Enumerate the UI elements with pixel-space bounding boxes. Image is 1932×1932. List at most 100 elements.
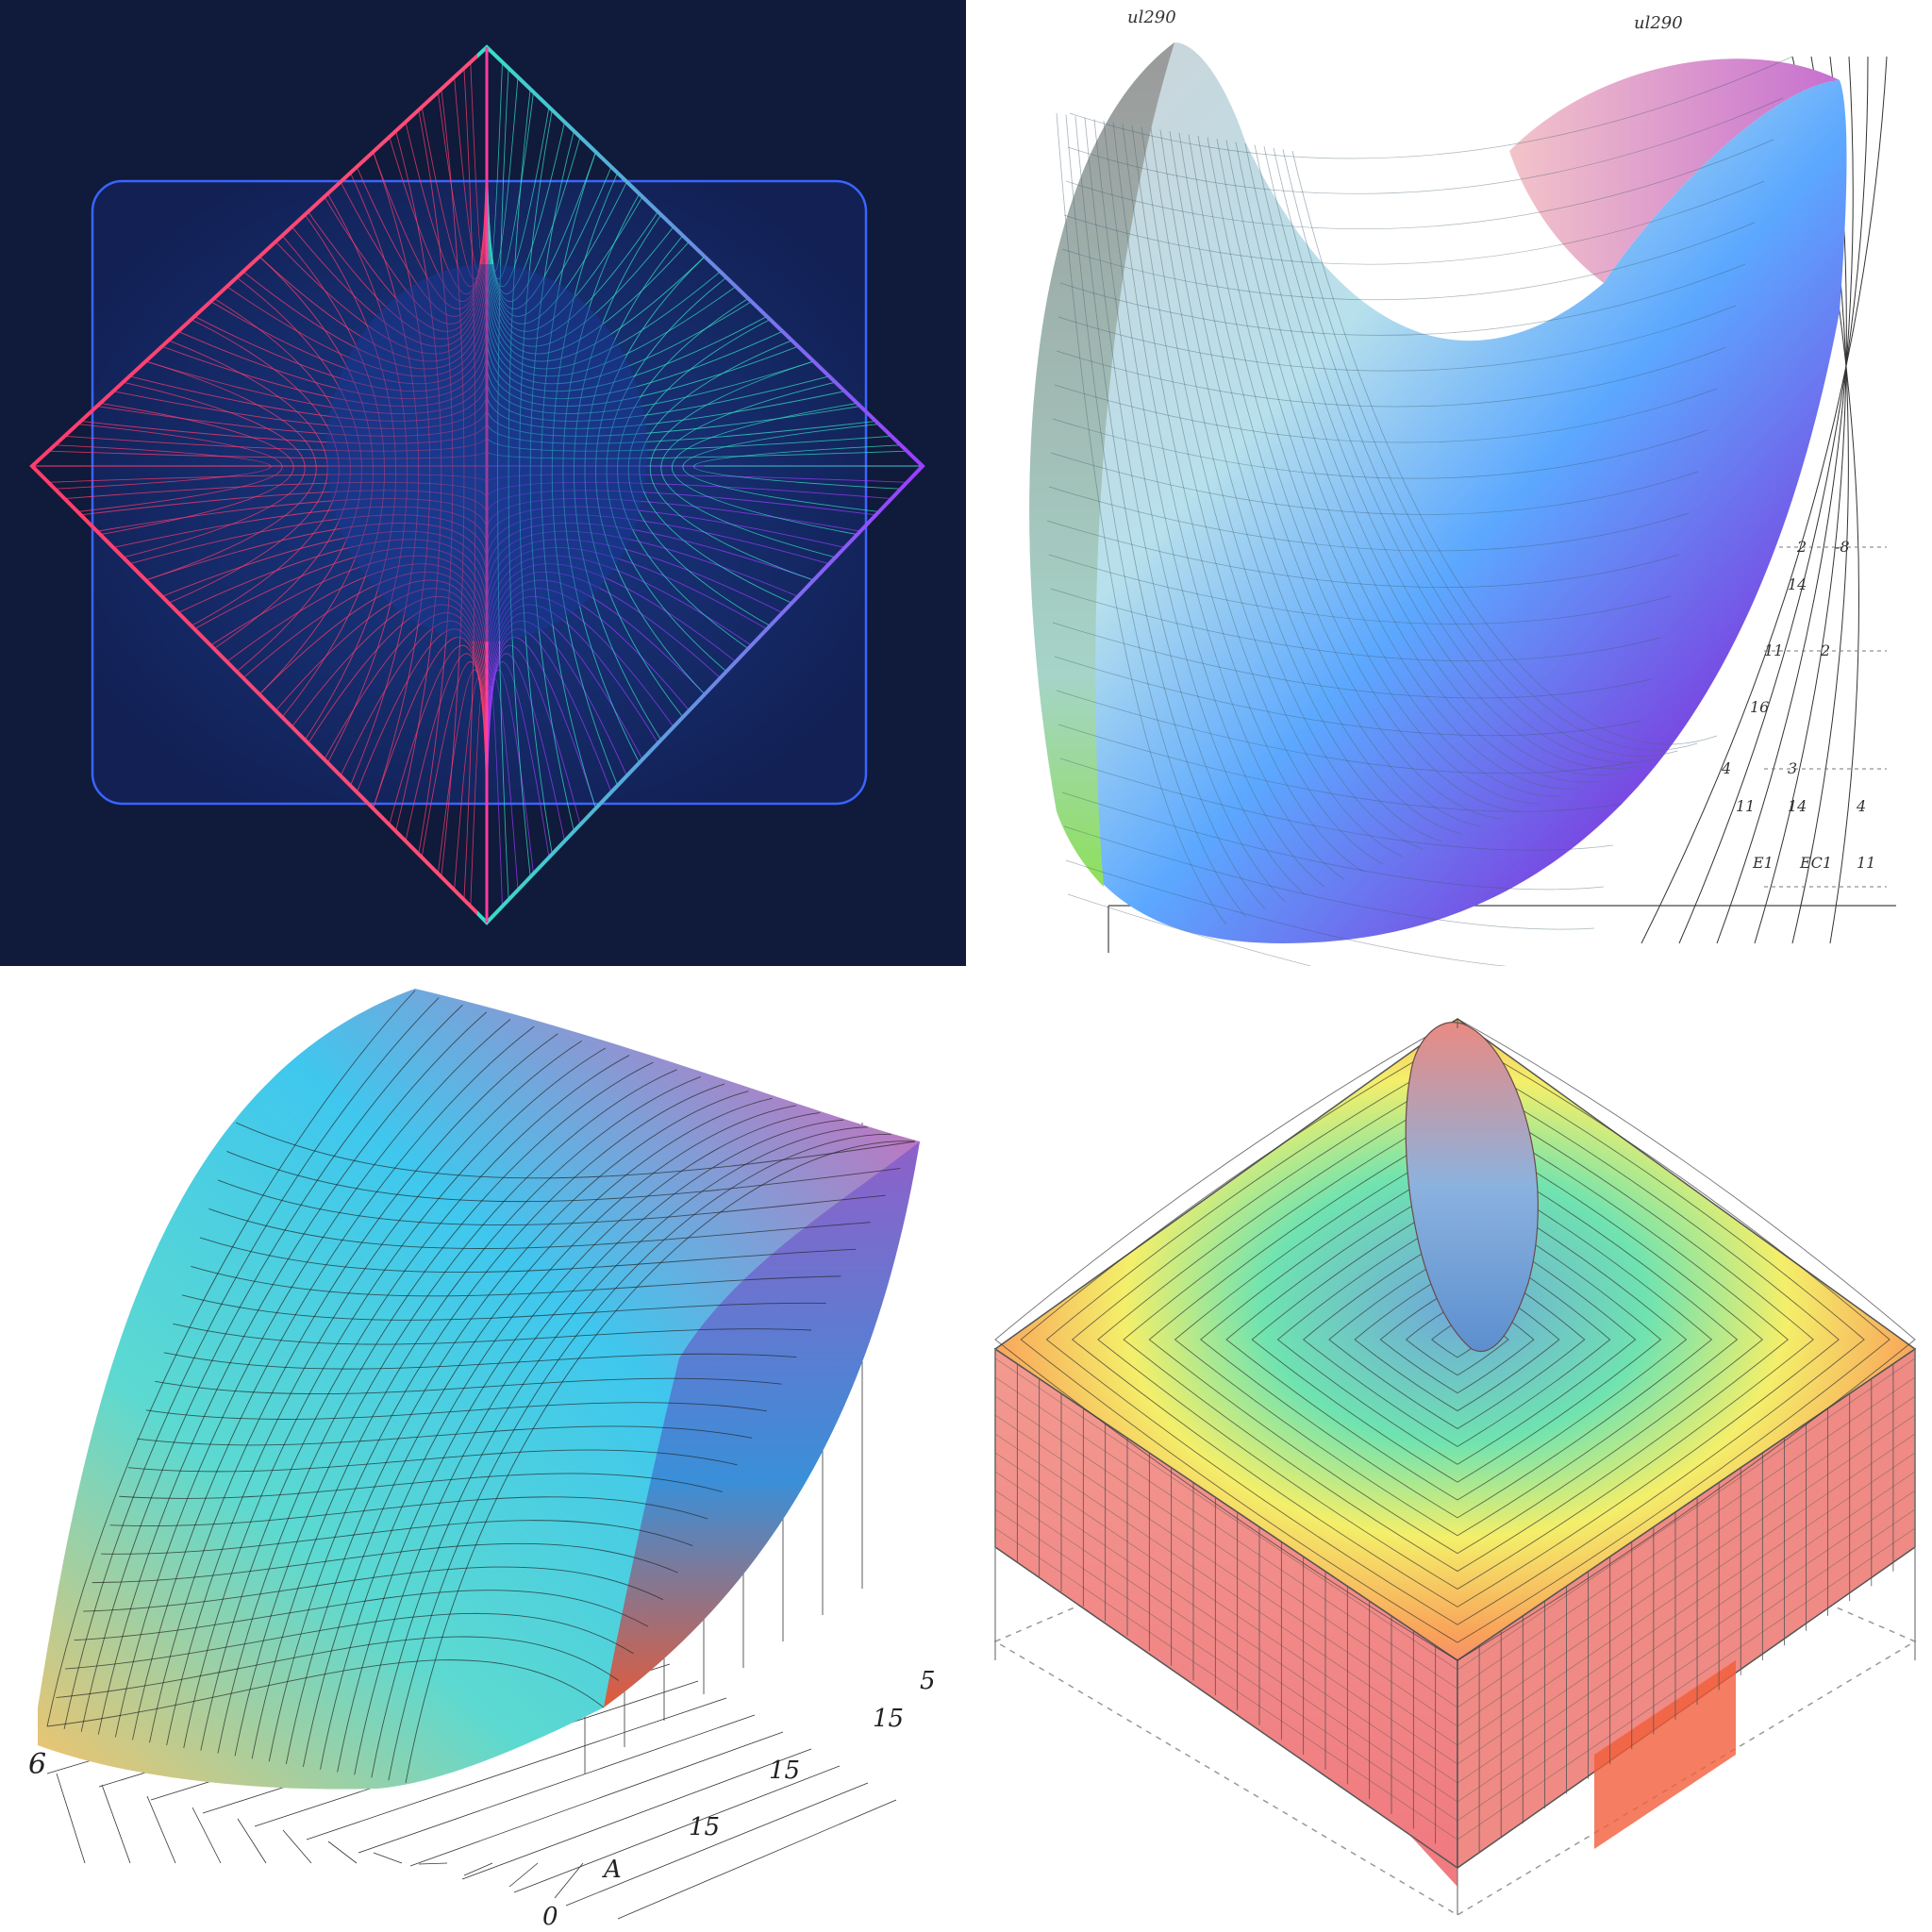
shell-mesh-line — [1059, 263, 1746, 336]
shell-mesh-line — [1061, 222, 1756, 301]
contour-line — [1225, 1178, 1688, 1501]
octahedron-wire — [373, 151, 488, 309]
block-side-line — [994, 1395, 1458, 1708]
octahedron-wire — [100, 402, 294, 536]
octahedron-wire — [258, 256, 488, 362]
octahedron-wire — [595, 256, 706, 695]
saddle-left-label: 6 — [28, 1748, 46, 1781]
saddle-mesh-line — [109, 1496, 708, 1526]
octahedron-wire — [486, 450, 908, 459]
octahedron-wire — [617, 298, 749, 649]
shell-axis-curve — [1716, 56, 1854, 944]
octahedron-wire — [145, 360, 317, 581]
octahedron-wire — [226, 286, 488, 377]
shell-top-label-right: ul290 — [1634, 13, 1683, 33]
saddle-mesh-line — [217, 1061, 654, 1754]
octahedron-wire — [129, 514, 488, 565]
shell-mesh-line — [1058, 305, 1737, 372]
octahedron-wire — [486, 498, 861, 532]
saddle-floor-line — [373, 1852, 403, 1864]
octahedron-wire — [486, 435, 892, 452]
contour-line — [1123, 1107, 1789, 1573]
shell-mesh-line — [1291, 150, 1718, 745]
shell-top-label-left: ul290 — [1127, 8, 1176, 27]
octahedron-wire — [258, 579, 488, 695]
shell-mesh-line — [1131, 125, 1384, 865]
octahedron-wire — [486, 420, 876, 444]
octahedron-wire — [308, 604, 488, 744]
saddle-right-label: 0 — [542, 1903, 558, 1931]
octahedron-wire — [486, 644, 581, 825]
block-side-line — [994, 1508, 1458, 1822]
block-side-line — [994, 1414, 1458, 1727]
saddle-mesh-line — [354, 1119, 844, 1775]
octahedron-wire — [129, 375, 488, 422]
saddle-mesh-line — [166, 1040, 582, 1746]
octahedron-wire — [291, 595, 488, 727]
shell-mesh-line — [1050, 452, 1699, 515]
shell-surface-mesh — [1046, 56, 1793, 1012]
octahedron-back-frame — [91, 179, 868, 806]
shell-side-label: 2 — [1820, 641, 1830, 659]
saddle-mesh-line — [137, 1425, 753, 1446]
octahedron-wire — [486, 628, 612, 792]
octahedron-wire — [486, 481, 892, 500]
block-side-line — [1457, 1414, 1916, 1727]
octahedron-wire — [486, 539, 783, 613]
saddle-mesh-line — [200, 1055, 630, 1751]
saddle-mesh-line — [46, 1659, 605, 1727]
octahedron-wire — [486, 571, 721, 679]
shell-mesh-line — [1216, 139, 1560, 797]
shell-surface-top-lip — [1509, 58, 1840, 283]
octahedron-wire — [486, 523, 814, 581]
shell-mesh-line — [1069, 56, 1793, 159]
block-side-line — [1457, 1471, 1916, 1784]
block-side-line — [1457, 1376, 1916, 1690]
octahedron-wire — [389, 137, 488, 302]
octahedron-wire — [486, 151, 596, 309]
octahedron-wire — [395, 130, 442, 832]
shell-mesh-line — [1054, 656, 1642, 737]
contour-line — [1328, 1250, 1586, 1429]
shell-mesh-line — [1052, 622, 1652, 699]
octahedron-wire — [627, 319, 771, 626]
saddle-mesh-line — [251, 1076, 702, 1759]
octahedron-wire — [356, 628, 488, 792]
contour-line — [1354, 1267, 1560, 1412]
octahedron-wire — [584, 235, 684, 718]
contour-line — [1045, 1054, 1865, 1625]
octahedron-wire — [486, 637, 596, 809]
contour-line — [1379, 1285, 1535, 1394]
shell-side-label: -8 — [1835, 538, 1850, 556]
saddle-mesh-line — [149, 1033, 558, 1743]
octahedron-wire — [64, 435, 488, 452]
octahedron-wire — [573, 214, 662, 741]
saddle-mesh-line — [234, 1069, 677, 1757]
octahedron-wire — [373, 637, 488, 809]
octahedron-wire — [660, 381, 836, 558]
contour-line — [1174, 1142, 1739, 1537]
octahedron-wire — [373, 151, 431, 809]
saddle-right-labels: 5 15 15 15 A 0 — [542, 1667, 936, 1931]
octahedron-wire — [210, 555, 488, 646]
saddle-mesh-line — [302, 1097, 773, 1767]
octahedron-wire — [389, 644, 488, 825]
block-side-line — [1457, 1452, 1916, 1765]
panel-contour-block — [966, 966, 1932, 1932]
shell-side-label: E1 — [1752, 854, 1774, 872]
shell-side-label: 4 — [1721, 759, 1731, 777]
block-side-line — [1457, 1433, 1916, 1746]
saddle-mesh-line — [65, 1613, 634, 1670]
octahedron-wire — [486, 286, 737, 377]
contour-line — [1405, 1303, 1509, 1376]
shell-mesh-line — [1169, 131, 1462, 835]
octahedron-wire — [80, 420, 488, 444]
octahedron-wire — [242, 271, 488, 370]
shell-mesh-line — [1197, 135, 1522, 812]
saddle-right-label: 15 — [769, 1757, 800, 1785]
block-side-line — [994, 1490, 1458, 1803]
saddle-floor-line — [463, 1862, 493, 1876]
octahedron-wire — [191, 319, 340, 626]
shell-mesh-line — [1056, 690, 1633, 774]
octahedron-wire — [649, 360, 814, 581]
